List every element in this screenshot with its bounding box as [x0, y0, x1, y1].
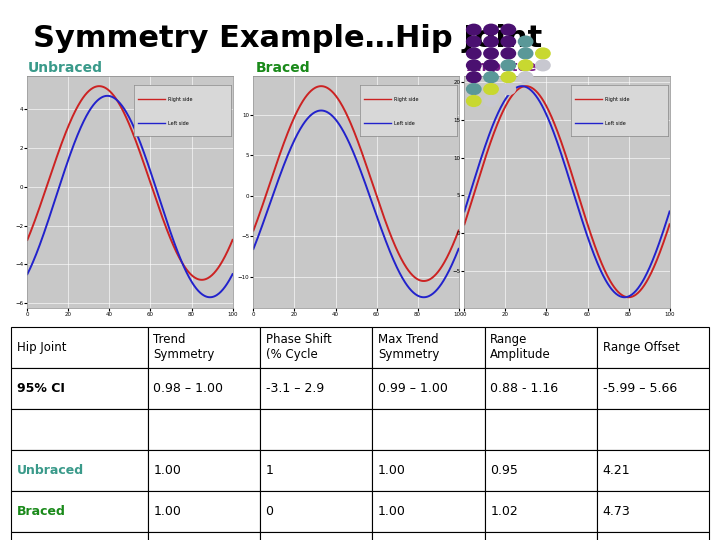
Text: 1.00: 1.00 — [378, 505, 406, 518]
Text: Trend
Symmetry: Trend Symmetry — [153, 333, 215, 361]
Text: Phase Shift
(% Cycle: Phase Shift (% Cycle — [266, 333, 331, 361]
Text: Braced: Braced — [256, 60, 310, 75]
Text: Symmetry Example…Hip Joint: Symmetry Example…Hip Joint — [33, 24, 543, 53]
Text: Max Trend
Symmetry: Max Trend Symmetry — [378, 333, 439, 361]
Text: 0.88 - 1.16: 0.88 - 1.16 — [490, 382, 559, 395]
Text: Unbraced: Unbraced — [27, 60, 102, 75]
Text: 95% CI: 95% CI — [17, 382, 64, 395]
Text: Right side: Right side — [168, 97, 192, 102]
Text: Braced: Braced — [17, 505, 66, 518]
Text: 1.00: 1.00 — [378, 464, 406, 477]
Text: 0.99 – 1.00: 0.99 – 1.00 — [378, 382, 448, 395]
Text: 1.00: 1.00 — [153, 505, 181, 518]
Text: 1.00: 1.00 — [153, 464, 181, 477]
Text: Amputee: Amputee — [467, 60, 537, 75]
Text: Left side: Left side — [605, 121, 626, 126]
Text: 1: 1 — [266, 464, 274, 477]
Text: Range
Amplitude: Range Amplitude — [490, 333, 551, 361]
Text: Right side: Right side — [605, 97, 629, 102]
Text: Unbraced: Unbraced — [17, 464, 84, 477]
Text: 1.02: 1.02 — [490, 505, 518, 518]
Text: Hip Joint: Hip Joint — [17, 341, 66, 354]
Text: 4.73: 4.73 — [603, 505, 631, 518]
Text: 4.21: 4.21 — [603, 464, 630, 477]
Text: Right side: Right side — [394, 97, 418, 102]
Text: -3.1 – 2.9: -3.1 – 2.9 — [266, 382, 324, 395]
Text: Left side: Left side — [168, 121, 189, 126]
Text: Left side: Left side — [394, 121, 415, 126]
Text: -5.99 – 5.66: -5.99 – 5.66 — [603, 382, 677, 395]
Text: 0: 0 — [266, 505, 274, 518]
Text: 0.98 – 1.00: 0.98 – 1.00 — [153, 382, 223, 395]
Text: 0.95: 0.95 — [490, 464, 518, 477]
Text: Range Offset: Range Offset — [603, 341, 680, 354]
